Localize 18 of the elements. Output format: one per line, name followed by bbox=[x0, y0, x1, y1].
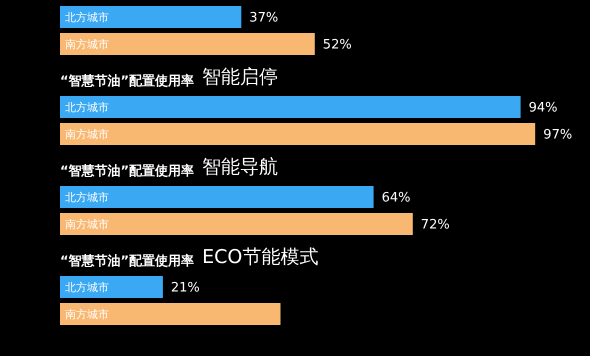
chart-title: “智慧节油”配置使用率 ECO节能模式 bbox=[60, 245, 318, 270]
category-label: 北方城市 bbox=[65, 280, 109, 294]
data-label: 64% bbox=[382, 190, 411, 206]
category-label: 南方城市 bbox=[65, 308, 109, 321]
category-label: 南方城市 bbox=[65, 128, 109, 141]
category-label: 北方城市 bbox=[65, 190, 109, 204]
data-label: 97% bbox=[543, 128, 572, 143]
data-label: 21% bbox=[170, 280, 200, 296]
data-label: 52% bbox=[322, 38, 352, 53]
category-label: 南方城市 bbox=[65, 38, 109, 51]
chart-title: “智慧节油”配置使用率 智能启停 bbox=[60, 65, 278, 90]
data-label: 94% bbox=[528, 100, 558, 116]
chart-title: “智慧节油”配置使用率 智能导航 bbox=[60, 155, 278, 180]
category-label: 北方城市 bbox=[65, 100, 109, 114]
data-label: 72% bbox=[420, 218, 450, 233]
category-label: 南方城市 bbox=[65, 218, 109, 231]
category-label: 北方城市 bbox=[65, 10, 109, 24]
data-label: 37% bbox=[249, 10, 278, 26]
